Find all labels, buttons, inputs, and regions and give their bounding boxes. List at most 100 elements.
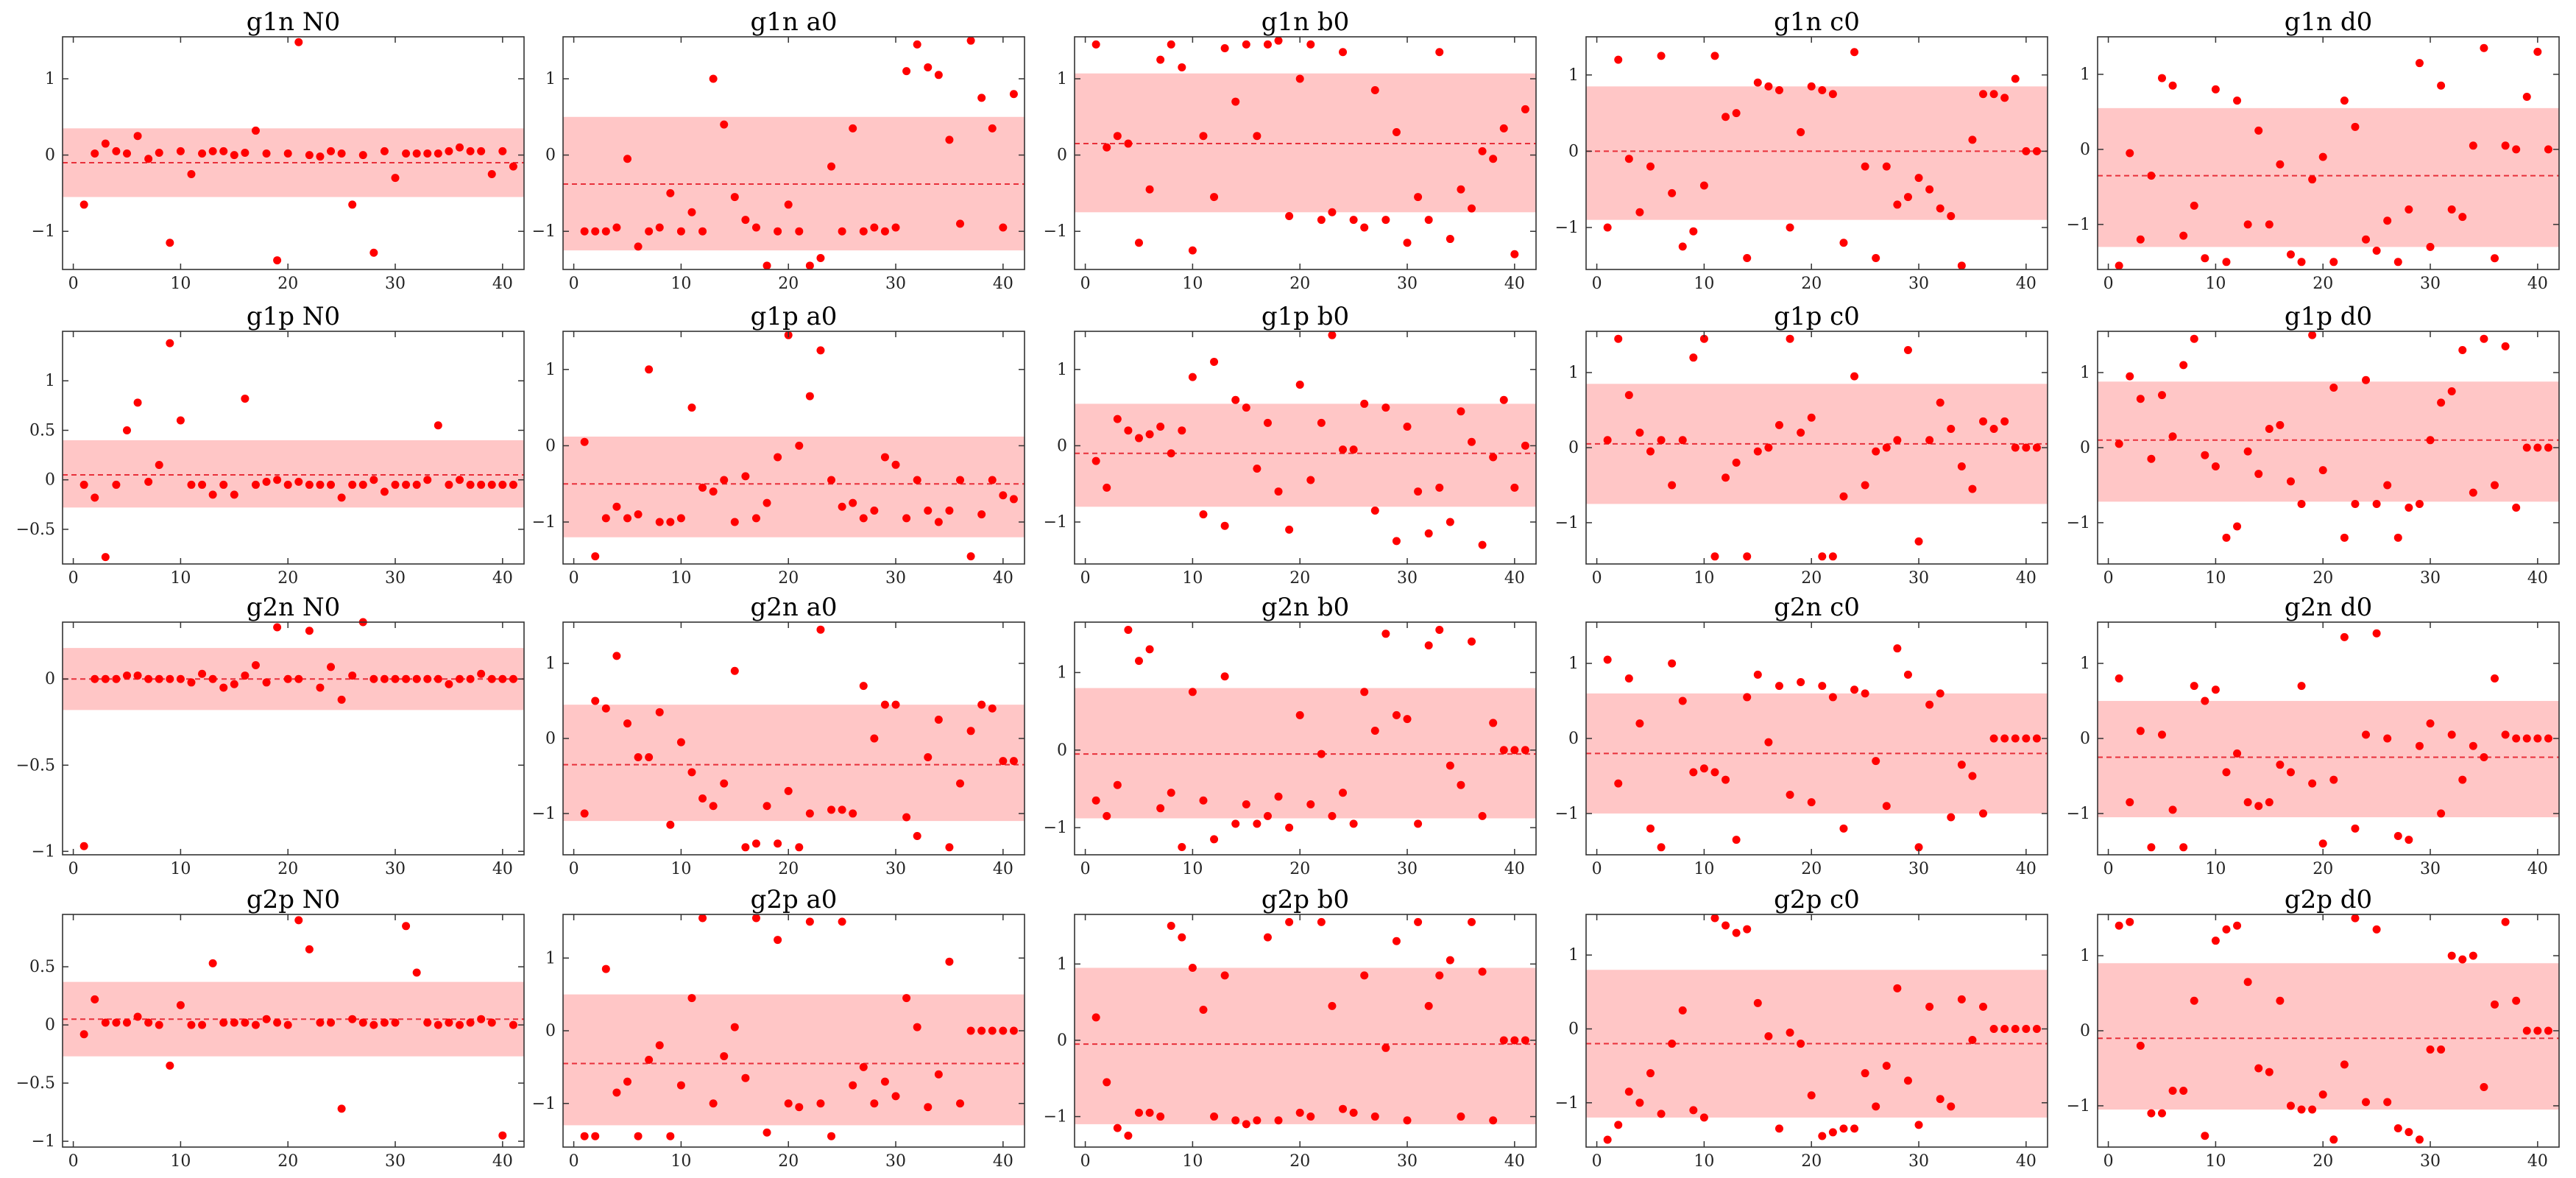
data-point <box>1753 447 1762 456</box>
data-point <box>2383 1098 2392 1107</box>
data-point <box>709 1099 718 1108</box>
data-point <box>2372 629 2381 638</box>
subplot: 0 10 20 30 40 −1 0 1 g2p b0 <box>1044 885 1537 1171</box>
data-point <box>966 36 975 45</box>
data-point <box>466 674 475 683</box>
data-point <box>2157 730 2166 739</box>
data-point <box>402 149 411 158</box>
x-tick-label: 40 <box>492 275 513 293</box>
x-tick-label: 0 <box>1592 1152 1602 1171</box>
data-point <box>2011 1024 2020 1033</box>
std-band <box>2098 381 2559 502</box>
data-point <box>591 552 600 561</box>
y-tick-label: −1 <box>32 842 55 861</box>
data-point <box>1403 239 1412 247</box>
data-point <box>456 143 464 152</box>
data-point <box>762 498 771 507</box>
data-point <box>666 1132 675 1140</box>
data-point <box>1861 689 1869 698</box>
data-point <box>412 968 421 977</box>
data-point <box>1614 334 1623 343</box>
data-point <box>2147 454 2156 463</box>
subplot-title: g2p a0 <box>751 885 838 914</box>
data-point <box>1635 1098 1644 1107</box>
data-point <box>122 1018 131 1027</box>
data-point <box>251 661 260 670</box>
data-point <box>1231 1116 1240 1125</box>
data-point <box>687 403 696 412</box>
data-point <box>2340 96 2349 105</box>
x-tick-label: 40 <box>492 569 513 588</box>
data-point <box>1370 726 1379 735</box>
data-point <box>2168 805 2177 814</box>
data-point <box>2393 1124 2402 1133</box>
data-point <box>391 480 400 489</box>
data-point <box>1818 682 1827 691</box>
x-tick-label: 40 <box>1504 860 1525 878</box>
data-point <box>1360 223 1369 232</box>
data-point <box>1510 250 1519 258</box>
data-point <box>1668 188 1677 197</box>
data-point <box>2222 258 2231 267</box>
y-tick-label: 0 <box>1568 142 1579 161</box>
data-point <box>1392 128 1401 137</box>
data-point <box>1188 964 1197 973</box>
data-point <box>1828 90 1837 99</box>
data-point <box>1403 1116 1412 1125</box>
data-point <box>612 652 621 660</box>
data-point <box>2415 1135 2424 1144</box>
data-point <box>251 1020 260 1029</box>
y-tick-label: 1 <box>45 70 55 88</box>
data-point <box>2533 47 2542 56</box>
data-point <box>2297 1105 2306 1114</box>
data-point <box>1231 819 1240 828</box>
data-point <box>2501 730 2510 739</box>
data-point <box>1893 644 1902 653</box>
data-point <box>698 914 707 923</box>
x-tick-label: 10 <box>670 569 691 588</box>
data-point <box>1753 78 1762 87</box>
std-band <box>63 440 524 508</box>
data-point <box>2233 522 2242 531</box>
x-tick-label: 40 <box>993 1152 1013 1171</box>
data-point <box>1828 1128 1837 1137</box>
data-point <box>166 239 174 247</box>
data-point <box>1134 657 1143 666</box>
data-point <box>305 627 314 635</box>
data-point <box>1403 715 1412 724</box>
data-point <box>1914 1121 1923 1129</box>
data-point <box>1178 63 1186 71</box>
x-tick-label: 20 <box>778 860 799 878</box>
data-point <box>91 674 99 683</box>
data-point <box>774 936 782 945</box>
x-tick-label: 40 <box>2016 860 2037 878</box>
y-tick-label: −1 <box>1555 219 1579 237</box>
data-point <box>988 124 997 133</box>
data-point <box>999 757 1008 766</box>
y-tick-label: 0 <box>2080 730 2090 748</box>
data-point <box>1764 1032 1773 1041</box>
data-point <box>391 674 400 683</box>
data-point <box>2362 730 2371 739</box>
axes-frame <box>2097 36 2560 270</box>
data-point <box>1936 689 1945 698</box>
data-point <box>1339 445 1348 454</box>
data-point <box>1103 1078 1111 1087</box>
data-point <box>337 149 346 158</box>
y-tick-label: 1 <box>545 70 556 88</box>
data-point <box>1124 626 1133 635</box>
data-point <box>2297 682 2306 691</box>
data-point <box>2233 921 2242 930</box>
x-tick-label: 0 <box>569 1152 579 1171</box>
data-point <box>2286 477 2295 486</box>
data-point <box>591 1132 600 1140</box>
data-point <box>676 514 685 523</box>
data-point <box>1774 682 1783 691</box>
data-point <box>2201 696 2209 705</box>
data-point <box>369 674 378 683</box>
data-point <box>1957 462 1966 470</box>
data-point <box>1774 1124 1783 1133</box>
data-point <box>2011 734 2020 743</box>
x-tick-label: 0 <box>569 569 579 588</box>
data-point <box>1646 1069 1655 1078</box>
